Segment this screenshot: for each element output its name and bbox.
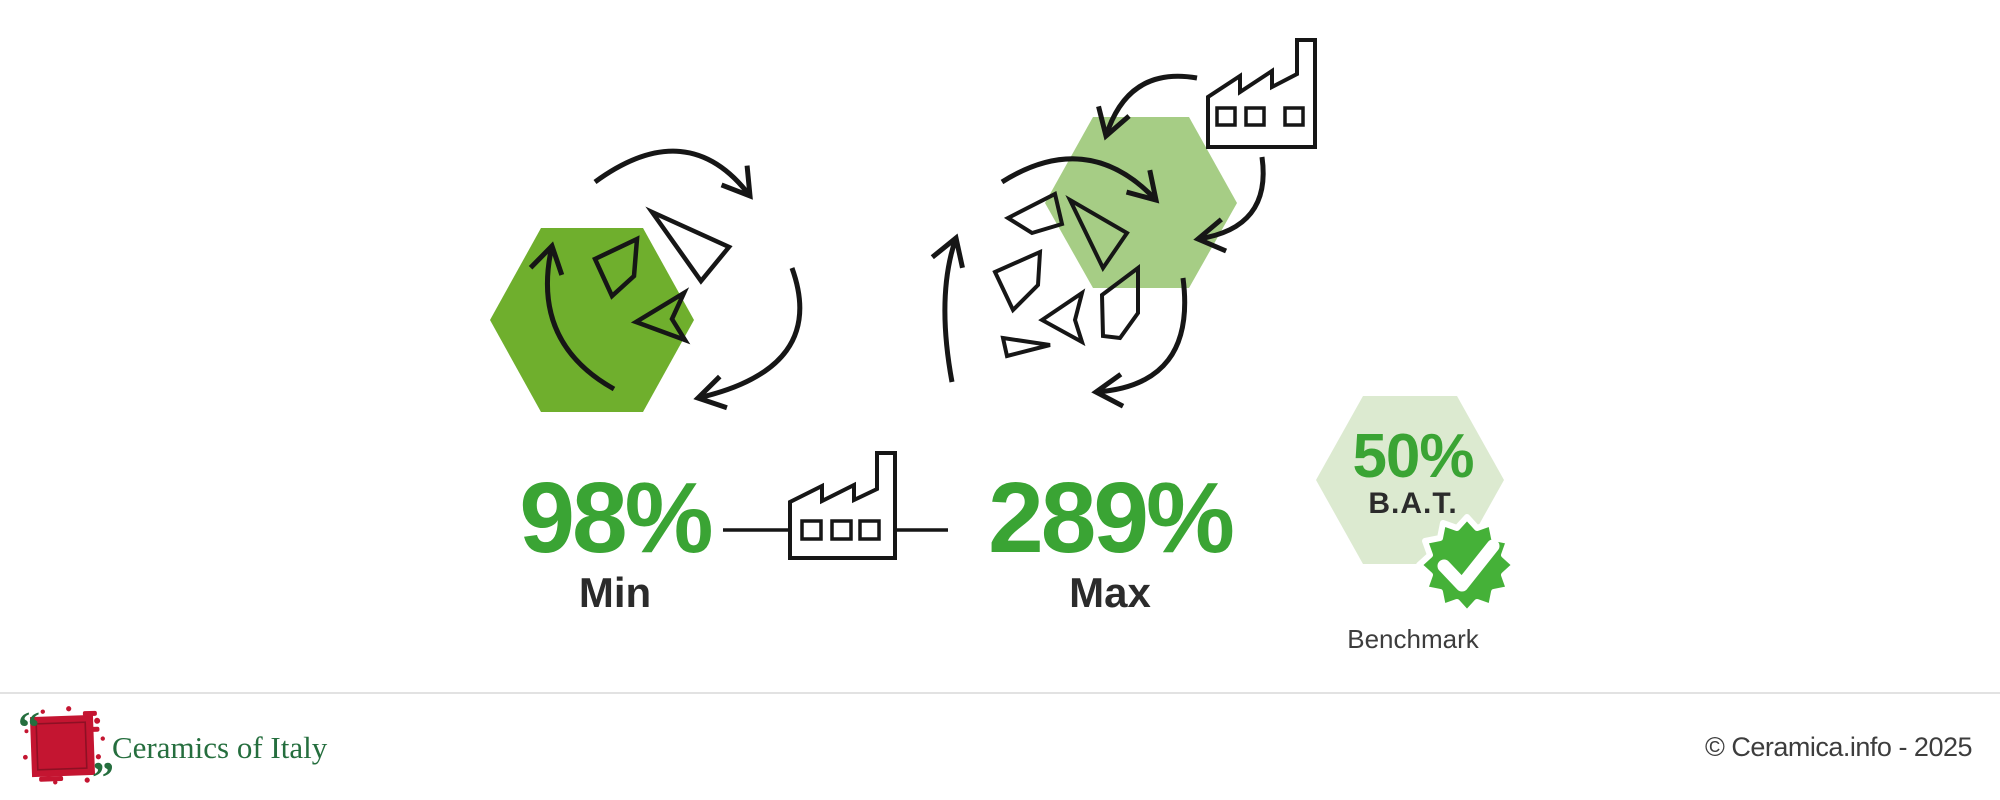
min-stat-value: 98%	[519, 462, 713, 574]
factory-icon	[723, 451, 948, 560]
max-stat-value: 289%	[988, 462, 1235, 574]
brand-name: Ceramics of Italy	[112, 730, 328, 765]
factory-outline-icon	[1206, 38, 1317, 149]
close-quote-icon: ”	[92, 753, 114, 800]
recycling-shards-icon	[490, 148, 803, 412]
ceramic-shards	[592, 206, 733, 345]
open-quote-icon: “	[18, 703, 40, 752]
recycling-factory-icon	[930, 38, 1317, 409]
bat-badge-value: 50%	[1352, 422, 1474, 491]
ceramic-shards	[992, 191, 1140, 359]
benchmark-caption: Benchmark	[1347, 624, 1479, 654]
footer-divider	[0, 692, 2000, 694]
green-hexagon	[490, 228, 694, 412]
check-icon	[1437, 539, 1500, 592]
verified-check-seal-icon	[1416, 514, 1518, 616]
ceramics-of-italy-logo	[22, 706, 105, 785]
bat-benchmark-badge	[1316, 396, 1518, 616]
min-stat-label: Min	[578, 569, 652, 616]
red-painted-square	[22, 706, 105, 785]
bat-badge-label: B.A.T.	[1368, 487, 1458, 520]
recycle-arrows	[930, 73, 1266, 409]
recycle-arrows	[528, 148, 803, 411]
pale-hexagon	[1316, 396, 1504, 564]
max-stat-label: Max	[1069, 569, 1151, 616]
copyright-text: © Ceramica.info - 2025	[1704, 732, 1973, 762]
